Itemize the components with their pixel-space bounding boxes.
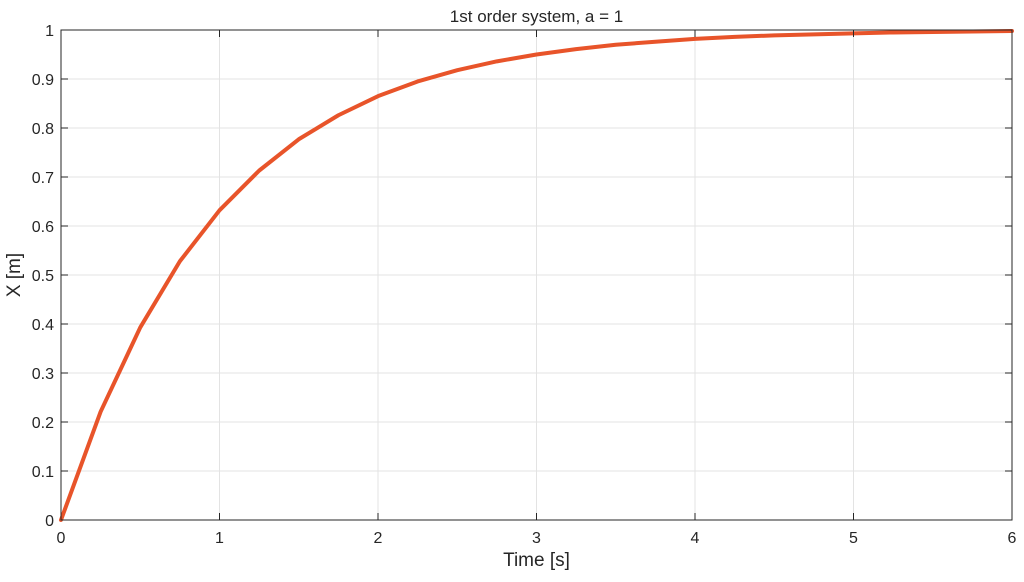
x-tick-label: 6 xyxy=(1008,530,1017,547)
chart-title: 1st order system, a = 1 xyxy=(450,7,623,26)
y-axis-title: X [m] xyxy=(4,253,25,297)
y-tick-label: 0.6 xyxy=(32,219,54,236)
x-tick-label: 0 xyxy=(57,530,66,547)
y-tick-label: 0.3 xyxy=(32,366,54,383)
x-tick-label: 1 xyxy=(215,530,224,547)
x-tick-label: 2 xyxy=(374,530,383,547)
x-tick-label: 4 xyxy=(691,530,700,547)
ticks: 0 1 2 3 4 5 6 0 0.1 0.2 0.3 0.4 0.5 0.6 0.7 0.8 0.9 1 xyxy=(32,23,1017,547)
y-tick-label: 0.9 xyxy=(32,72,54,89)
y-tick-label: 0.8 xyxy=(32,121,54,138)
x-axis-title: Time [s] xyxy=(503,550,570,571)
y-tick-label: 1 xyxy=(45,23,54,40)
y-tick-label: 0.1 xyxy=(32,464,54,481)
x-tick-label: 5 xyxy=(849,530,858,547)
grid xyxy=(60,29,1013,521)
x-tick-label: 3 xyxy=(532,530,541,547)
y-tick-label: 0 xyxy=(45,513,54,530)
y-tick-label: 0.7 xyxy=(32,170,54,187)
y-tick-label: 0.4 xyxy=(32,317,54,334)
y-tick-label: 0.2 xyxy=(32,415,54,432)
y-tick-label: 0.5 xyxy=(32,268,54,285)
